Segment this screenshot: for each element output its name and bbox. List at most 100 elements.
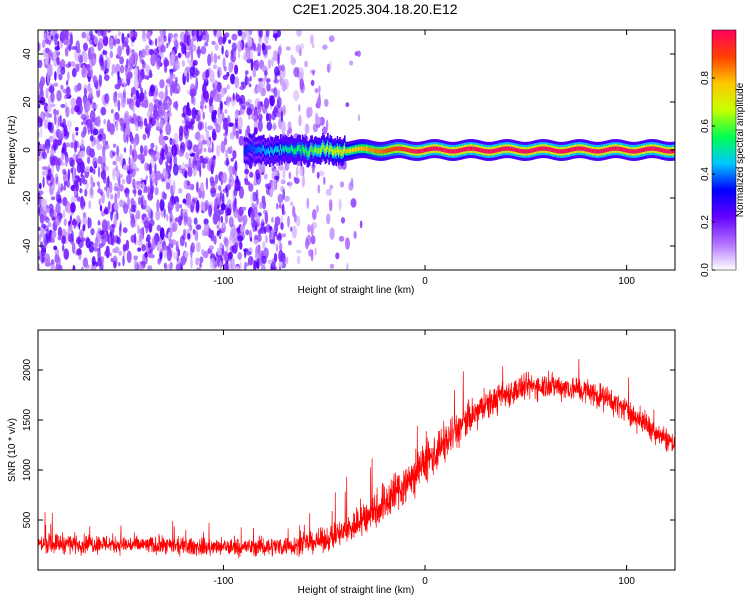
noise-blob: [155, 37, 158, 47]
noise-blob: [55, 192, 59, 201]
noise-blob: [130, 117, 134, 124]
ridge-cell: [375, 148, 377, 154]
ridge-cell: [455, 149, 457, 154]
noise-blob: [60, 66, 66, 75]
ridge-cell: [559, 149, 561, 154]
noise-blob: [250, 192, 254, 204]
noise-blob: [92, 75, 98, 84]
ridge-cell: [415, 149, 417, 154]
ridge-cell: [583, 146, 586, 152]
noise-blob: [222, 57, 226, 69]
noise-blob: [190, 204, 195, 213]
noise-blob: [50, 91, 55, 103]
noise-blob: [256, 84, 262, 93]
noise-blob: [137, 196, 141, 206]
noise-blob: [257, 42, 262, 54]
ridge-cell: [548, 147, 550, 152]
noise-blob: [312, 209, 317, 220]
noise-blob: [44, 54, 49, 66]
noise-blob: [87, 216, 90, 229]
noise-blob: [231, 33, 238, 41]
noise-blob: [283, 210, 286, 215]
noise-blob: [45, 207, 50, 214]
snr-y-tick-label: 500: [22, 511, 33, 528]
ridge-cell: [662, 148, 664, 153]
noise-blob: [266, 112, 269, 122]
ridge-cell: [585, 147, 588, 152]
noise-blob: [99, 204, 103, 212]
noise-blob: [109, 50, 114, 59]
noise-blob: [102, 35, 109, 47]
noise-blob: [205, 129, 210, 141]
ridge-cell: [420, 148, 422, 154]
ridge-cell: [498, 147, 501, 152]
noise-blob: [257, 119, 263, 132]
ridge-cell: [329, 145, 332, 151]
ridge-cell: [252, 146, 254, 153]
noise-blob: [279, 242, 283, 252]
noise-blob: [223, 66, 227, 72]
ridge-cell: [656, 146, 658, 152]
ridge-cell: [416, 149, 419, 154]
ridge-cell: [335, 150, 338, 156]
noise-blob: [97, 247, 101, 261]
noise-blob: [123, 188, 130, 194]
ridge-cell: [444, 148, 446, 153]
noise-blob: [317, 96, 321, 109]
noise-blob: [240, 225, 245, 233]
noise-blob: [306, 197, 310, 209]
noise-blob: [148, 223, 153, 233]
noise-blob: [217, 247, 222, 256]
noise-blob: [248, 30, 253, 36]
noise-blob: [47, 63, 53, 76]
ridge-cell: [269, 150, 271, 157]
noise-blob: [70, 159, 75, 168]
ridge-cell: [530, 148, 532, 153]
noise-blob: [74, 105, 80, 113]
noise-blob: [204, 90, 209, 103]
noise-blob: [135, 121, 139, 132]
ridge-cell: [569, 148, 571, 153]
noise-blob: [281, 121, 286, 134]
noise-blob: [305, 237, 309, 250]
noise-blob: [146, 234, 151, 242]
noise-blob: [114, 192, 118, 206]
ridge-cell: [600, 149, 602, 154]
noise-blob: [134, 167, 140, 172]
noise-blob: [113, 186, 120, 192]
noise-blob: [228, 39, 232, 44]
noise-blob: [90, 176, 94, 190]
noise-blob: [196, 160, 202, 172]
ridge-cell: [443, 147, 445, 153]
noise-blob: [195, 241, 201, 253]
noise-blob: [109, 193, 114, 200]
noise-blob: [80, 138, 85, 149]
noise-blob: [294, 177, 300, 184]
noise-blob: [109, 124, 115, 133]
noise-blob: [271, 124, 277, 130]
noise-blob: [302, 166, 305, 177]
noise-blob: [126, 44, 130, 56]
noise-blob: [105, 140, 109, 146]
noise-blob: [143, 145, 148, 157]
noise-blob: [112, 248, 118, 254]
noise-blob: [290, 57, 296, 66]
noise-blob: [129, 30, 133, 40]
noise-blob: [129, 134, 134, 143]
noise-blob: [163, 57, 169, 67]
noise-blob: [205, 31, 208, 44]
noise-blob: [201, 189, 205, 200]
ridge-cell: [526, 149, 529, 154]
noise-blob: [256, 261, 260, 269]
snr-y-tick-label: 2000: [22, 358, 33, 381]
noise-blob: [254, 173, 256, 185]
noise-blob: [187, 165, 193, 178]
noise-blob: [285, 46, 291, 51]
noise-blob: [212, 212, 219, 225]
ridge-cell: [601, 148, 604, 154]
noise-blob: [175, 240, 179, 253]
noise-blob: [55, 262, 60, 270]
noise-blob: [220, 203, 226, 211]
ridge-cell: [402, 146, 404, 152]
noise-blob: [99, 256, 105, 264]
